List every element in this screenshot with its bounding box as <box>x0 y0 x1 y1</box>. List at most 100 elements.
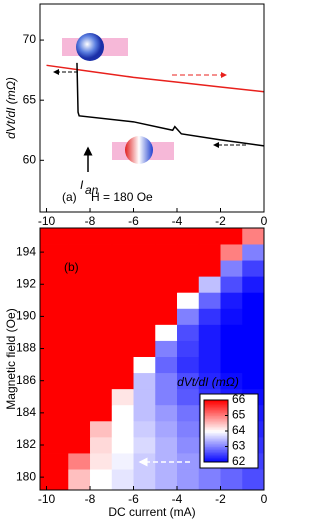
heatmap-cell <box>198 324 221 341</box>
plot-frame <box>39 3 265 213</box>
heatmap-cell <box>133 404 156 422</box>
y-tick-label: 186 <box>16 373 36 387</box>
heatmap-cell <box>198 292 221 309</box>
heatmap-cell <box>177 436 200 454</box>
colorbar-step <box>204 460 228 463</box>
x-tick-label: -8 <box>85 214 96 228</box>
heatmap-cell <box>133 292 156 309</box>
heatmap-cell <box>90 308 113 325</box>
x-tick-label: 0 <box>261 492 267 506</box>
y-tick-label: 194 <box>16 244 36 258</box>
heatmap-cell <box>40 308 69 325</box>
heatmap-cell <box>40 404 69 422</box>
heatmap-cell <box>242 372 265 390</box>
heatmap-cell <box>242 340 265 357</box>
panel-a: -10 -8 -6 -4 -2 0 60 65 70 dVt/dI (mΩ) (a) H = 180 … <box>4 3 267 228</box>
heatmap-cell <box>177 356 200 374</box>
heatmap-cell <box>90 404 113 422</box>
x-tick-label: -10 <box>38 492 56 506</box>
heatmap-cell <box>90 356 113 374</box>
x-tick-label: -4 <box>172 492 183 506</box>
heatmap-cell <box>68 469 91 491</box>
heatmap-cell <box>40 469 69 491</box>
heatmap-cell <box>90 244 113 261</box>
heatmap-cell <box>90 388 113 406</box>
x-tick-label: -4 <box>172 214 183 228</box>
heatmap-cell <box>177 388 200 406</box>
heatmap-cell <box>133 228 156 245</box>
heatmap-cell <box>198 260 221 277</box>
heatmap-cell <box>242 324 265 341</box>
heatmap-cell <box>68 244 91 261</box>
x-tick-label: -10 <box>38 214 56 228</box>
heatmap-cell <box>177 260 200 277</box>
heatmap-cell <box>220 244 243 261</box>
heatmap-cell <box>133 340 156 357</box>
heatmap-cell <box>155 292 178 309</box>
heatmap-cell <box>220 340 243 357</box>
heatmap-cell <box>177 276 200 293</box>
heatmap-cell <box>155 372 178 390</box>
heatmap-cell <box>242 308 265 325</box>
heatmap-cell <box>198 276 221 293</box>
heatmap-cell <box>220 260 243 277</box>
heatmap-cell <box>155 228 178 245</box>
colorbar-step <box>204 458 228 461</box>
heatmap-cell <box>111 324 134 341</box>
heatmap-cell <box>220 356 243 374</box>
heatmap-cell <box>155 420 178 438</box>
heatmap-cell <box>242 292 265 309</box>
heatmap-cell <box>155 276 178 293</box>
heatmap-cell <box>242 260 265 277</box>
heatmap-cell <box>68 276 91 293</box>
data-line <box>46 64 265 93</box>
colorbar-step <box>204 434 228 437</box>
colorbar-step <box>204 417 228 420</box>
heatmap-cell <box>220 276 243 293</box>
heatmap-cell <box>198 340 221 357</box>
colorbar-step <box>204 421 228 424</box>
heatmap-cell <box>68 453 91 470</box>
x-tick-label: -8 <box>85 492 96 506</box>
colorbar-tick-label: 65 <box>232 408 246 422</box>
colorbar-tick-label: 63 <box>232 439 246 453</box>
colorbar-step <box>204 412 228 415</box>
x-tick-label: -2 <box>215 492 226 506</box>
heatmap-cell <box>177 340 200 357</box>
colorbar-tick-label: 62 <box>232 454 246 468</box>
y-tick-label: 190 <box>16 309 36 323</box>
heatmap-cell <box>220 324 243 341</box>
heatmap-cell <box>40 388 69 406</box>
heatmap-cell <box>133 244 156 261</box>
heatmap-cell <box>111 453 134 470</box>
y-axis-label: dVt/dI (mΩ) <box>4 77 18 139</box>
y-tick-label: 60 <box>23 152 37 166</box>
x-tick-label: 0 <box>261 214 267 228</box>
heatmap-cell <box>198 228 221 245</box>
colorbar-step <box>204 441 228 444</box>
heatmap-cell <box>177 372 200 390</box>
heatmap-cell <box>90 324 113 341</box>
heatmap-cell <box>68 260 91 277</box>
colorbar-step <box>204 444 228 447</box>
heatmap-cell <box>90 453 113 470</box>
y-tick-label: 70 <box>23 32 37 46</box>
colorbar-step <box>204 418 228 421</box>
heatmap-cell <box>155 436 178 454</box>
heatmap-cell <box>90 469 113 491</box>
field-label: H = 180 Oe <box>91 190 153 204</box>
heatmap-cell <box>68 436 91 454</box>
panel-label: (b) <box>64 260 79 274</box>
colorbar-title: dVt/dI (mΩ) <box>177 375 239 389</box>
heatmap-cell <box>155 340 178 357</box>
heatmap-cell <box>177 404 200 422</box>
heatmap-cell <box>111 372 134 390</box>
heatmap-cell <box>198 372 221 390</box>
heatmap-cell <box>155 324 178 341</box>
colorbar-step <box>204 406 228 409</box>
colorbar-step <box>204 403 228 406</box>
colorbar-tick-label: 64 <box>232 423 246 437</box>
colorbar-step <box>204 401 228 404</box>
colorbar-step <box>204 451 228 454</box>
heatmap-cell <box>198 469 221 491</box>
